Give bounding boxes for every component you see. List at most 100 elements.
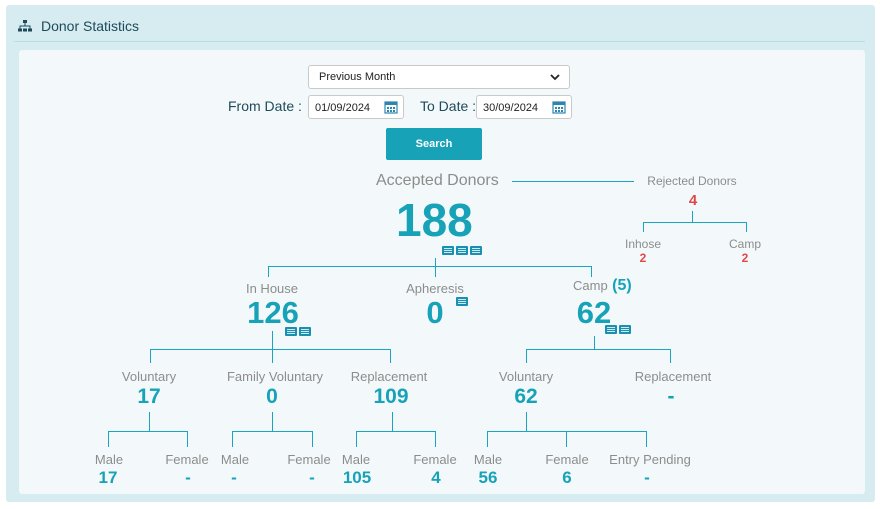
tree-connector <box>435 258 436 267</box>
camp-count: 62 <box>576 295 612 330</box>
sitemap-icon <box>18 20 32 32</box>
list-report-icon[interactable] <box>285 327 297 336</box>
camp-voluntary-male-count: 56 <box>478 468 498 487</box>
period-select-value: Previous Month <box>319 71 396 83</box>
inhouse-replacement-female-count: 4 <box>431 468 441 487</box>
camp-voluntary-count: 62 <box>514 385 538 408</box>
to-date-value: 30/09/2024 <box>483 102 539 114</box>
inhouse-voluntary-count: 17 <box>137 385 161 408</box>
tree-connector <box>566 431 567 447</box>
tree-connector <box>108 431 188 432</box>
tree-connector <box>268 266 592 267</box>
camp-voluntary-female-count: 6 <box>562 468 572 487</box>
inhouse-voluntary-female-count: - <box>185 468 191 487</box>
calendar-icon[interactable] <box>552 100 566 114</box>
camp-heading: Camp (5) <box>573 277 632 295</box>
inhouse-voluntary-female-label: Female <box>165 452 209 467</box>
apheresis-count: 0 <box>426 295 444 330</box>
list-report-icon[interactable] <box>299 327 311 336</box>
rejected-camp-count: 2 <box>741 251 749 265</box>
to-date-input[interactable]: 30/09/2024 <box>476 95 572 119</box>
inhouse-replacement-male-count: 105 <box>342 468 372 487</box>
inhouse-family-male-count: - <box>231 468 237 487</box>
tree-connector <box>150 349 391 350</box>
card-header: Donor Statistics <box>18 18 139 34</box>
tree-connector <box>526 349 671 350</box>
tree-connector <box>487 431 488 447</box>
accepted-donors-count: 188 <box>396 194 473 246</box>
tree-connector <box>150 349 151 363</box>
camp-entry-pending-count: - <box>644 468 650 487</box>
tree-connector <box>108 431 109 447</box>
inhouse-replacement-count: 109 <box>373 385 409 408</box>
rejected-inhose-count: 2 <box>639 251 647 265</box>
rejected-donors-count: 4 <box>688 192 698 209</box>
rejected-camp-label: Camp <box>728 237 762 251</box>
rejected-donors-label: Rejected Donors <box>647 174 737 188</box>
tree-connector <box>312 431 313 447</box>
accepted-rejected-connector <box>512 181 634 182</box>
period-select[interactable]: Previous Month <box>308 65 570 89</box>
tree-connector <box>591 266 592 277</box>
to-date-label: To Date : <box>420 98 477 114</box>
list-report-icon[interactable] <box>442 246 454 255</box>
tree-connector <box>594 336 595 349</box>
camp-report-icons <box>605 325 631 334</box>
camp-label: Camp <box>573 278 608 293</box>
inhouse-label: In House <box>245 281 299 296</box>
from-date-label: From Date : <box>228 98 302 114</box>
accepted-report-icons <box>442 246 482 255</box>
camp-replacement-label: Replacement <box>634 369 712 384</box>
tree-connector <box>356 431 357 447</box>
tree-connector <box>487 431 647 432</box>
from-date-value: 01/09/2024 <box>315 102 371 114</box>
tree-connector <box>272 349 273 363</box>
inhouse-family-female-count: - <box>309 468 315 487</box>
tree-connector <box>356 431 436 432</box>
tree-connector <box>149 412 150 431</box>
inhouse-report-icons <box>285 327 311 336</box>
tree-connector <box>272 331 273 349</box>
tree-connector <box>670 349 671 363</box>
inhouse-voluntary-label: Voluntary <box>121 369 177 384</box>
camp-voluntary-male-label: Male <box>473 452 503 467</box>
tree-connector <box>643 222 644 232</box>
camp-count-badge: (5) <box>612 277 632 294</box>
tree-connector <box>272 412 273 431</box>
inhouse-replacement-label: Replacement <box>350 369 428 384</box>
tree-connector <box>187 431 188 447</box>
tree-connector <box>435 266 436 277</box>
list-report-icon[interactable] <box>619 325 631 334</box>
camp-replacement-count: - <box>667 385 675 408</box>
search-button[interactable]: Search <box>386 128 482 160</box>
list-report-icon[interactable] <box>605 325 617 334</box>
apheresis-report-icons <box>456 297 468 306</box>
tree-connector <box>232 431 233 447</box>
chevron-down-icon <box>550 74 560 81</box>
tree-connector <box>646 431 647 447</box>
list-report-icon[interactable] <box>470 246 482 255</box>
tree-connector <box>643 222 747 223</box>
from-date-input[interactable]: 01/09/2024 <box>308 95 404 119</box>
tree-connector <box>526 412 527 431</box>
tree-connector <box>435 431 436 447</box>
list-report-icon[interactable] <box>456 246 468 255</box>
inhouse-count: 126 <box>247 295 299 330</box>
accepted-donors-label: Accepted Donors <box>376 172 499 189</box>
camp-entry-pending-label: Entry Pending <box>609 452 691 467</box>
tree-connector <box>268 266 269 277</box>
inhouse-family-male-label: Male <box>220 452 250 467</box>
calendar-icon[interactable] <box>384 100 398 114</box>
tree-connector <box>232 431 313 432</box>
list-report-icon[interactable] <box>456 297 468 306</box>
tree-connector <box>392 412 393 431</box>
tree-connector <box>390 349 391 363</box>
camp-voluntary-female-label: Female <box>545 452 589 467</box>
tree-connector <box>692 211 693 222</box>
inhouse-replacement-male-label: Male <box>341 452 371 467</box>
inhouse-family-voluntary-label: Family Voluntary <box>226 369 324 384</box>
tree-connector <box>746 222 747 232</box>
rejected-inhose-label: Inhose <box>624 237 662 251</box>
stats-panel <box>19 50 865 494</box>
card-title: Donor Statistics <box>41 18 140 34</box>
